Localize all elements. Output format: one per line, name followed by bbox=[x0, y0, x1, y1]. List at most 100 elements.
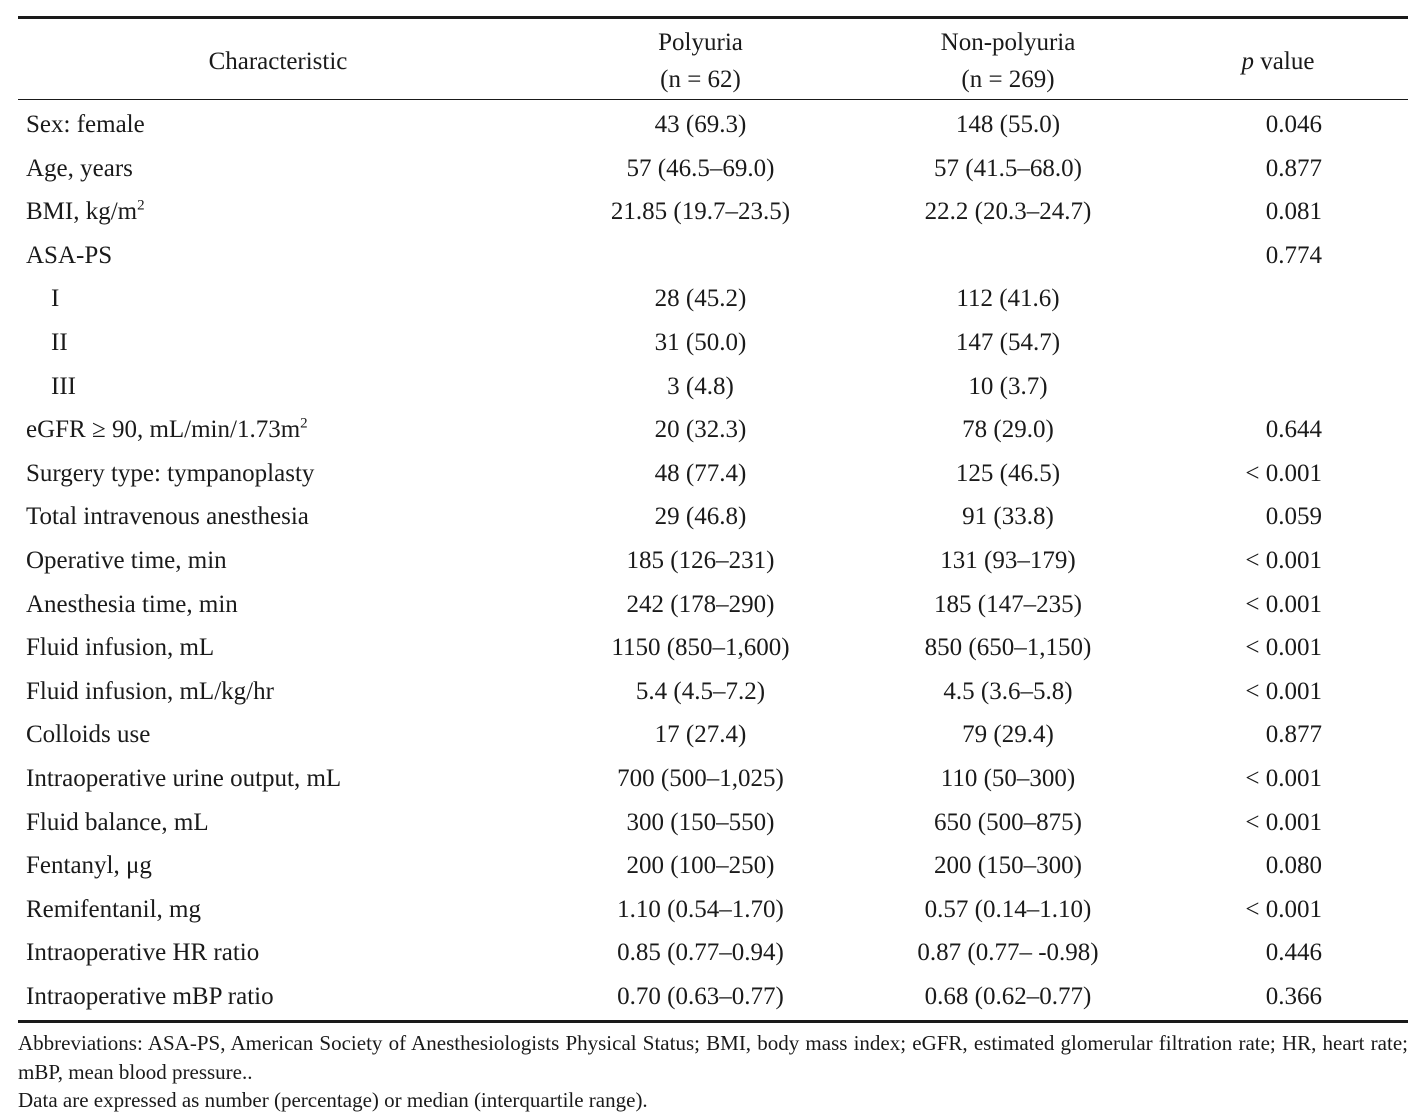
header-polyuria-n: (n = 62) bbox=[660, 66, 741, 93]
cell-nonpolyuria: 131 (93–179) bbox=[940, 546, 1076, 574]
cell-nonpolyuria: 4.5 (3.6–5.8) bbox=[943, 677, 1073, 705]
row-label-text: II bbox=[51, 328, 68, 356]
row-label-text: I bbox=[51, 285, 60, 313]
row-label-superscript: 2 bbox=[300, 415, 308, 432]
cell-nonpolyuria: 850 (650–1,150) bbox=[924, 634, 1092, 662]
cell-polyuria: 43 (69.3) bbox=[654, 111, 747, 138]
table-row: Colloids use 17 (27.4) 79 (29.4) 0.877 bbox=[18, 713, 1408, 757]
row-label-superscript: 2 bbox=[137, 197, 145, 214]
cell-p-value: 0.644 bbox=[1265, 416, 1322, 444]
cell-polyuria: 700 (500–1,025) bbox=[617, 764, 784, 792]
cell-nonpolyuria: 79 (29.4) bbox=[962, 721, 1054, 749]
header-characteristic-text: Characteristic bbox=[208, 48, 348, 75]
cell-polyuria: 57 (46.5–69.0) bbox=[626, 154, 775, 182]
cell-p-value: < 0.001 bbox=[1245, 764, 1322, 792]
cell-polyuria: 3 (4.8) bbox=[667, 372, 734, 400]
cell-nonpolyuria: 650 (500–875) bbox=[934, 808, 1082, 836]
header-polyuria-label: Polyuria bbox=[658, 29, 743, 56]
table-row: Intraoperative HR ratio 0.85 (0.77–0.94) 0… bbox=[18, 931, 1408, 975]
table-row: BMI, kg/m2 21.85 (19.7–23.5) 22.2 (20.3–24… bbox=[18, 190, 1408, 234]
header-characteristic: Characteristic bbox=[18, 43, 538, 80]
cell-nonpolyuria: 10 (3.7) bbox=[968, 372, 1048, 400]
row-label: Fluid infusion, mL bbox=[26, 626, 214, 670]
header-p-suffix: value bbox=[1254, 48, 1315, 75]
table-row: Anesthesia time, min 242 (178–290) 185 (14… bbox=[18, 583, 1408, 627]
row-label: Fluid balance, mL bbox=[26, 801, 209, 845]
cell-polyuria: 0.85 (0.77–0.94) bbox=[617, 939, 784, 967]
table-row: Total intravenous anesthesia 29 (46.8) 91 … bbox=[18, 495, 1408, 539]
cell-polyuria: 185 (126–231) bbox=[626, 546, 775, 574]
table-row: Remifentanil, mg 1.10 (0.54–1.70) 0.57 (0.… bbox=[18, 888, 1408, 932]
row-label-text: ASA-PS bbox=[26, 241, 113, 269]
row-label-text: Remifentanil, mg bbox=[26, 895, 201, 923]
cell-polyuria: 17 (27.4) bbox=[654, 721, 747, 749]
table-row: ASA-PS 0.774 bbox=[18, 234, 1408, 278]
table-row: Intraoperative urine output, mL 700 (500–… bbox=[18, 757, 1408, 801]
cell-nonpolyuria: 57 (41.5–68.0) bbox=[934, 154, 1082, 182]
cell-p-value: 0.877 bbox=[1265, 154, 1322, 182]
row-label-text: BMI, kg/m bbox=[26, 198, 138, 226]
row-label: BMI, kg/m2 bbox=[26, 190, 145, 234]
cell-p-value: < 0.001 bbox=[1245, 459, 1322, 487]
row-label-text: Sex: female bbox=[26, 111, 145, 138]
row-label: I bbox=[51, 277, 59, 321]
row-label-text: Fluid balance, mL bbox=[26, 808, 209, 836]
row-label: Age, years bbox=[26, 147, 133, 191]
cell-polyuria: 242 (178–290) bbox=[626, 590, 775, 618]
table-row: Fluid balance, mL 300 (150–550) 650 (500–8… bbox=[18, 801, 1408, 845]
row-label: Fentanyl, μg bbox=[26, 844, 152, 888]
table-body: Sex: female 43 (69.3) 148 (55.0) 0.046 Age, … bbox=[18, 100, 1408, 1020]
cell-polyuria: 48 (77.4) bbox=[654, 459, 747, 487]
row-label: eGFR ≥ 90, mL/min/1.73m2 bbox=[26, 408, 308, 452]
row-label: II bbox=[51, 321, 68, 365]
row-label: Operative time, min bbox=[26, 539, 227, 583]
cell-p-value: < 0.001 bbox=[1245, 546, 1322, 574]
table-row: Sex: female 43 (69.3) 148 (55.0) 0.046 bbox=[18, 103, 1408, 147]
row-label-text: Colloids use bbox=[26, 721, 151, 749]
table-header: Characteristic Polyuria (n = 62) Non-pol… bbox=[18, 19, 1408, 99]
row-label-text: Operative time, min bbox=[26, 546, 227, 574]
row-label: Intraoperative urine output, mL bbox=[26, 757, 341, 801]
cell-p-value: 0.080 bbox=[1265, 852, 1322, 880]
cell-polyuria: 28 (45.2) bbox=[654, 285, 747, 313]
cell-polyuria: 1.10 (0.54–1.70) bbox=[617, 895, 784, 923]
cell-nonpolyuria: 22.2 (20.3–24.7) bbox=[924, 198, 1092, 226]
row-label-text: Intraoperative mBP ratio bbox=[26, 982, 274, 1010]
row-label-text: Fluid infusion, mL bbox=[26, 634, 215, 662]
header-p-symbol: p bbox=[1241, 48, 1255, 75]
table-row: I 28 (45.2) 112 (41.6) bbox=[18, 277, 1408, 321]
cell-p-value: < 0.001 bbox=[1245, 895, 1322, 923]
row-label-text: III bbox=[51, 372, 76, 400]
cell-nonpolyuria: 185 (147–235) bbox=[934, 590, 1082, 618]
row-label: Surgery type: tympanoplasty bbox=[26, 452, 314, 496]
cell-nonpolyuria: 148 (55.0) bbox=[955, 111, 1061, 138]
row-label-text: Total intravenous anesthesia bbox=[26, 503, 309, 531]
header-nonpolyuria-n: (n = 269) bbox=[961, 66, 1055, 93]
cell-p-value: 0.774 bbox=[1265, 241, 1322, 269]
row-label: Intraoperative HR ratio bbox=[26, 931, 259, 975]
table-row: Age, years 57 (46.5–69.0) 57 (41.5–68.0) 0.… bbox=[18, 147, 1408, 191]
table-document: Characteristic Polyuria (n = 62) Non-pol… bbox=[18, 16, 1408, 1115]
cell-p-value: 0.081 bbox=[1265, 198, 1322, 226]
row-label-text: Intraoperative urine output, mL bbox=[26, 764, 342, 792]
cell-nonpolyuria: 200 (150–300) bbox=[934, 852, 1082, 880]
data-expression-note: Data are expressed as number (percentage… bbox=[18, 1088, 648, 1113]
table-row: Intraoperative mBP ratio 0.70 (0.63–0.77)… bbox=[18, 975, 1408, 1019]
cell-nonpolyuria: 0.57 (0.14–1.10) bbox=[924, 895, 1092, 923]
cell-nonpolyuria: 78 (29.0) bbox=[962, 416, 1054, 444]
table-row: eGFR ≥ 90, mL/min/1.73m2 20 (32.3) 78 (29.… bbox=[18, 408, 1408, 452]
cell-nonpolyuria: 112 (41.6) bbox=[956, 285, 1060, 313]
cell-nonpolyuria: 147 (54.7) bbox=[955, 328, 1061, 356]
row-label: Sex: female bbox=[26, 103, 145, 147]
cell-nonpolyuria: 91 (33.8) bbox=[962, 503, 1054, 531]
cell-polyuria: 21.85 (19.7–23.5) bbox=[610, 198, 791, 226]
row-label: Intraoperative mBP ratio bbox=[26, 975, 274, 1019]
cell-polyuria: 5.4 (4.5–7.2) bbox=[635, 677, 766, 705]
row-label: Total intravenous anesthesia bbox=[26, 495, 309, 539]
header-polyuria: Polyuria (n = 62) bbox=[578, 24, 823, 98]
cell-p-value: < 0.001 bbox=[1245, 590, 1322, 618]
cell-nonpolyuria: 0.87 (0.77– -0.98) bbox=[917, 939, 1099, 967]
header-nonpolyuria-label: Non-polyuria bbox=[940, 29, 1076, 56]
header-nonpolyuria: Non-polyuria (n = 269) bbox=[878, 24, 1138, 98]
table-footnotes: Abbreviations: ASA-PS, American Society … bbox=[18, 1029, 1408, 1115]
